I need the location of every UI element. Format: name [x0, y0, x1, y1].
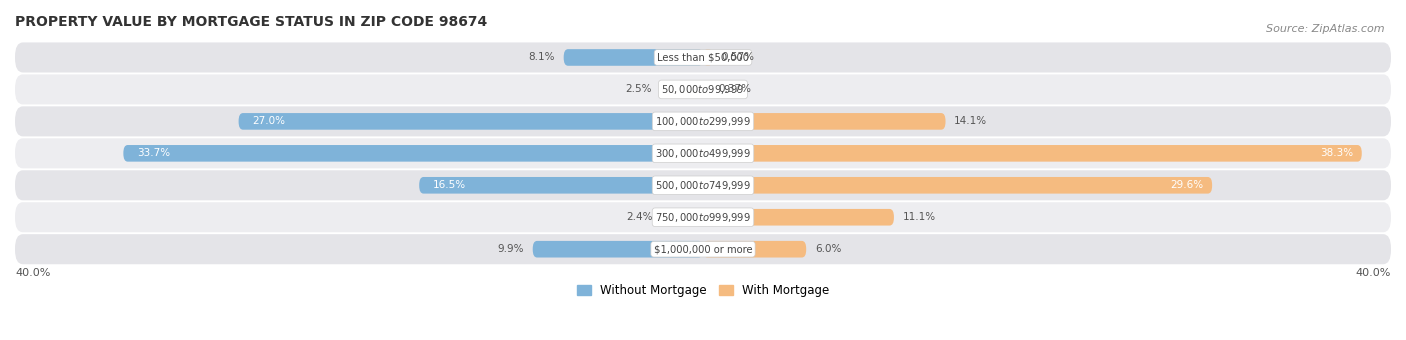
FancyBboxPatch shape [124, 145, 703, 162]
Text: $50,000 to $99,999: $50,000 to $99,999 [661, 83, 745, 96]
FancyBboxPatch shape [659, 81, 703, 98]
Text: PROPERTY VALUE BY MORTGAGE STATUS IN ZIP CODE 98674: PROPERTY VALUE BY MORTGAGE STATUS IN ZIP… [15, 15, 488, 29]
FancyBboxPatch shape [703, 177, 1212, 193]
FancyBboxPatch shape [564, 49, 703, 66]
Text: $500,000 to $749,999: $500,000 to $749,999 [655, 179, 751, 192]
Text: 33.7%: 33.7% [138, 148, 170, 158]
Text: 0.57%: 0.57% [721, 52, 755, 63]
FancyBboxPatch shape [419, 177, 703, 193]
FancyBboxPatch shape [15, 234, 1391, 264]
Text: 38.3%: 38.3% [1320, 148, 1353, 158]
Text: 14.1%: 14.1% [955, 116, 987, 126]
FancyBboxPatch shape [662, 209, 703, 225]
Text: 2.4%: 2.4% [627, 212, 654, 222]
FancyBboxPatch shape [239, 113, 703, 130]
Text: $750,000 to $999,999: $750,000 to $999,999 [655, 211, 751, 224]
Text: 27.0%: 27.0% [252, 116, 285, 126]
FancyBboxPatch shape [703, 241, 806, 257]
Text: $100,000 to $299,999: $100,000 to $299,999 [655, 115, 751, 128]
FancyBboxPatch shape [15, 138, 1391, 168]
Text: 11.1%: 11.1% [903, 212, 935, 222]
Text: Less than $50,000: Less than $50,000 [657, 52, 749, 63]
Text: 8.1%: 8.1% [529, 52, 555, 63]
Text: 16.5%: 16.5% [433, 180, 465, 190]
FancyBboxPatch shape [703, 113, 945, 130]
Text: 0.37%: 0.37% [718, 84, 751, 95]
FancyBboxPatch shape [533, 241, 703, 257]
FancyBboxPatch shape [703, 209, 894, 225]
FancyBboxPatch shape [703, 145, 1362, 162]
FancyBboxPatch shape [703, 49, 713, 66]
FancyBboxPatch shape [15, 106, 1391, 136]
FancyBboxPatch shape [15, 42, 1391, 72]
Text: 40.0%: 40.0% [1355, 268, 1391, 278]
Text: $300,000 to $499,999: $300,000 to $499,999 [655, 147, 751, 160]
Text: 9.9%: 9.9% [498, 244, 524, 254]
FancyBboxPatch shape [15, 170, 1391, 200]
Text: 6.0%: 6.0% [815, 244, 841, 254]
FancyBboxPatch shape [15, 202, 1391, 232]
Text: $1,000,000 or more: $1,000,000 or more [654, 244, 752, 254]
FancyBboxPatch shape [703, 81, 710, 98]
Legend: Without Mortgage, With Mortgage: Without Mortgage, With Mortgage [572, 279, 834, 302]
Text: Source: ZipAtlas.com: Source: ZipAtlas.com [1267, 24, 1385, 34]
Text: 29.6%: 29.6% [1170, 180, 1204, 190]
FancyBboxPatch shape [15, 74, 1391, 104]
Text: 40.0%: 40.0% [15, 268, 51, 278]
Text: 2.5%: 2.5% [624, 84, 651, 95]
